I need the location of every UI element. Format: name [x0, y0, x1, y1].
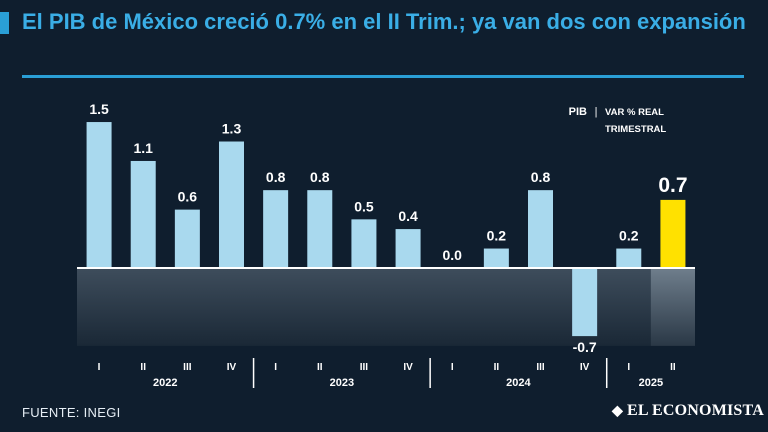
- quarter-tick-label: II: [494, 362, 500, 373]
- bar: [307, 190, 333, 268]
- brand-name: EL ECONOMISTA: [626, 402, 764, 419]
- data-label: 1.5: [89, 101, 109, 117]
- highlight-column-shade: [650, 268, 695, 346]
- legend-separator: |: [595, 106, 598, 118]
- quarter-tick-label: IV: [580, 362, 590, 373]
- data-label: -0.7: [573, 339, 597, 355]
- quarter-tick-label: I: [274, 362, 277, 373]
- data-label: 0.6: [178, 189, 198, 205]
- eagle-logo-icon: ◆: [612, 404, 623, 419]
- quarter-tick-label: III: [360, 362, 369, 373]
- data-label: 1.1: [133, 140, 153, 156]
- bar: [263, 190, 289, 268]
- legend-line-1: VAR % REAL: [605, 107, 664, 118]
- data-label: 0.8: [310, 169, 330, 185]
- data-label: 0.0: [442, 247, 462, 263]
- quarter-tick-label: IV: [403, 362, 413, 373]
- bar: [616, 248, 642, 268]
- quarter-tick-label: III: [536, 362, 545, 373]
- source-note: FUENTE: INEGI: [22, 405, 121, 420]
- quarter-tick-label: IV: [227, 362, 237, 373]
- bar-chart: 1.5 1.1 0.6 1.3 0.8 0.8 0.5 0.4 0.0 0.2 0.8 -0.7 0.2…: [77, 101, 695, 389]
- bar: [219, 141, 244, 268]
- title-divider: [22, 75, 744, 78]
- data-label: 0.8: [531, 169, 551, 185]
- bar-highlight: [660, 199, 686, 268]
- year-label: 2023: [330, 377, 354, 389]
- year-label: 2025: [639, 377, 663, 389]
- quarter-tick-label: II: [670, 362, 676, 373]
- bar: [572, 268, 598, 337]
- data-label: 1.3: [222, 121, 242, 137]
- bar: [86, 122, 112, 268]
- bar: [174, 209, 200, 268]
- legend-line-2: TRIMESTRAL: [605, 124, 666, 135]
- quarter-tick-label: III: [183, 362, 192, 373]
- quarter-tick-label: I: [451, 362, 454, 373]
- chart-area: 1.5 1.1 0.6 1.3 0.8 0.8 0.5 0.4 0.0 0.2 0.8 -0.7 0.2…: [0, 90, 768, 390]
- data-label: 0.2: [487, 228, 507, 244]
- legend-label: PIB: [569, 106, 587, 118]
- data-label: 0.5: [354, 198, 374, 214]
- chart-title: El PIB de México creció 0.7% en el II Tr…: [22, 9, 746, 34]
- quarter-tick-label: I: [98, 362, 101, 373]
- year-label: 2022: [153, 377, 177, 389]
- data-label: 0.2: [619, 228, 639, 244]
- bar: [395, 229, 421, 268]
- data-label: 0.4: [398, 208, 418, 224]
- data-label: 0.8: [266, 169, 286, 185]
- quarter-tick-label: II: [140, 362, 146, 373]
- title-accent-bar: [0, 12, 9, 34]
- quarter-tick-label: I: [627, 362, 630, 373]
- negative-zone: [77, 268, 695, 346]
- bar: [351, 219, 377, 268]
- bar: [483, 248, 509, 268]
- bar: [528, 190, 553, 268]
- quarter-tick-label: II: [317, 362, 323, 373]
- brand-logo: ◆ EL ECONOMISTA: [612, 402, 764, 420]
- data-label: 0.7: [658, 174, 687, 197]
- year-label: 2024: [506, 377, 531, 389]
- bar: [130, 160, 156, 268]
